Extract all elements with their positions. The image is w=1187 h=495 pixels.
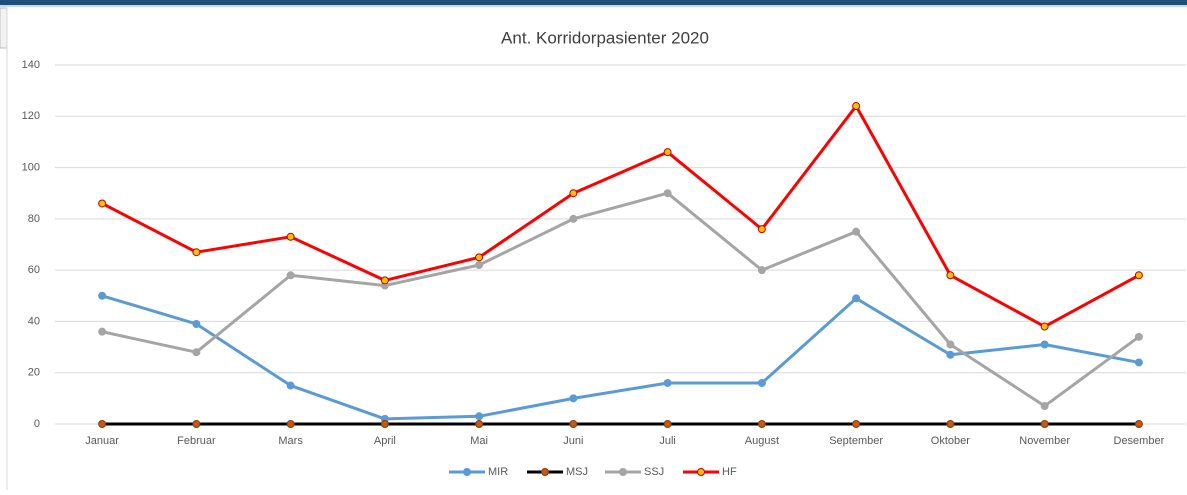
- point-marker: [98, 291, 107, 300]
- legend-marker: [541, 468, 549, 476]
- point-marker: [852, 227, 861, 236]
- y-tick-label: 80: [28, 213, 40, 225]
- legend-marker: [463, 468, 471, 476]
- y-tick-label: 100: [22, 161, 40, 173]
- point-marker: [946, 340, 955, 349]
- point-marker: [98, 199, 107, 208]
- series-line: [101, 294, 1140, 421]
- x-tick-label: Mai: [470, 435, 488, 447]
- y-tick-label: 140: [22, 59, 40, 71]
- point-marker: [569, 189, 578, 198]
- chart-title: Ant. Korridorpasienter 2020: [501, 28, 709, 47]
- y-tick-label: 20: [28, 367, 40, 379]
- series-line: [101, 191, 1140, 408]
- point-marker: [1040, 420, 1049, 428]
- point-marker: [1040, 322, 1049, 331]
- cell-edge: [0, 7, 8, 49]
- point-marker: [757, 378, 766, 387]
- point-marker: [380, 420, 389, 428]
- point-marker: [1040, 340, 1049, 349]
- point-marker: [192, 248, 201, 257]
- point-marker: [946, 271, 955, 280]
- point-marker: [569, 420, 578, 428]
- point-marker: [1134, 271, 1143, 280]
- legend-label: SSJ: [644, 466, 664, 478]
- point-marker: [475, 420, 484, 428]
- x-tick-label: Juni: [563, 435, 583, 447]
- x-tick-label: Januar: [85, 435, 119, 447]
- point-marker: [192, 420, 201, 428]
- point-marker: [946, 420, 955, 428]
- x-tick-label: April: [374, 435, 396, 447]
- x-tick-label: Desember: [1114, 435, 1165, 447]
- x-tick-label: Oktober: [931, 435, 970, 447]
- point-marker: [192, 348, 201, 357]
- point-marker: [663, 189, 672, 198]
- x-tick-label: Februar: [177, 435, 216, 447]
- point-marker: [1134, 420, 1143, 428]
- point-marker: [98, 327, 107, 336]
- point-marker: [1134, 332, 1143, 341]
- point-marker: [286, 232, 295, 241]
- legend-marker: [619, 468, 627, 476]
- y-tick-label: 120: [22, 110, 40, 122]
- point-marker: [757, 225, 766, 234]
- legend-label: HF: [722, 466, 737, 478]
- point-marker: [569, 214, 578, 223]
- point-marker: [475, 412, 484, 421]
- y-tick-label: 40: [28, 315, 40, 327]
- point-marker: [286, 381, 295, 390]
- point-marker: [757, 420, 766, 428]
- point-marker: [192, 319, 201, 328]
- point-marker: [757, 266, 766, 275]
- window-strip: [0, 0, 1187, 5]
- point-marker: [852, 420, 861, 428]
- point-marker: [569, 394, 578, 403]
- point-marker: [286, 420, 295, 428]
- series-line: [101, 104, 1140, 329]
- point-marker: [380, 276, 389, 285]
- point-marker: [663, 148, 672, 157]
- x-tick-label: November: [1019, 435, 1070, 447]
- point-marker: [1134, 358, 1143, 367]
- x-tick-label: September: [829, 435, 883, 447]
- point-marker: [663, 378, 672, 387]
- legend-marker: [697, 468, 705, 476]
- point-marker: [852, 102, 861, 111]
- point-marker: [1040, 402, 1049, 411]
- legend-label: MIR: [488, 466, 508, 478]
- point-marker: [286, 271, 295, 280]
- window-strip-edge: [0, 5, 1187, 7]
- point-marker: [852, 294, 861, 303]
- legend-label: MSJ: [566, 466, 588, 478]
- x-tick-label: Mars: [278, 435, 303, 447]
- y-tick-label: 60: [28, 264, 40, 276]
- point-marker: [475, 253, 484, 262]
- y-tick-label: 0: [34, 418, 40, 430]
- point-marker: [663, 420, 672, 428]
- point-marker: [98, 420, 107, 428]
- point-marker: [946, 350, 955, 359]
- point-marker: [475, 261, 484, 270]
- x-tick-label: August: [745, 435, 779, 447]
- x-tick-label: Juli: [659, 435, 676, 447]
